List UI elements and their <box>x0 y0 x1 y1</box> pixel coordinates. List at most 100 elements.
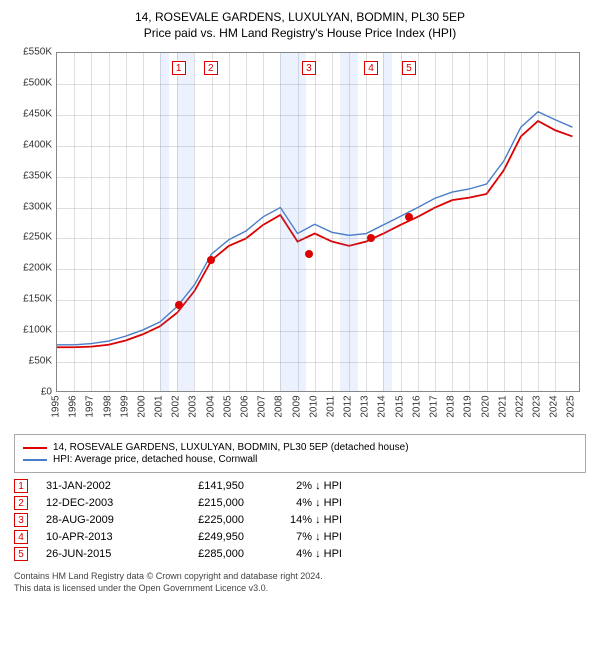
xtick-label: 2015 <box>394 395 405 417</box>
gridline-v <box>263 53 264 391</box>
xtick-label: 2008 <box>274 395 285 417</box>
footer-line-2: This data is licensed under the Open Gov… <box>14 583 586 595</box>
legend-swatch <box>23 459 47 461</box>
gridline-v <box>487 53 488 391</box>
xtick-label: 2021 <box>497 395 508 417</box>
gridline-v <box>366 53 367 391</box>
gridline-v <box>212 53 213 391</box>
xtick-label: 2000 <box>136 395 147 417</box>
legend-label: 14, ROSEVALE GARDENS, LUXULYAN, BODMIN, … <box>53 442 409 453</box>
xtick-label: 2010 <box>308 395 319 417</box>
transaction-index: 5 <box>14 547 28 561</box>
gridline-v <box>555 53 556 391</box>
gridline-v <box>452 53 453 391</box>
ytick-label: £350K <box>14 170 52 181</box>
recession-shade <box>160 53 169 391</box>
line-svg <box>57 53 579 391</box>
gridline-v <box>401 53 402 391</box>
chart-area: 12345 £0£50K£100K£150K£200K£250K£300K£35… <box>14 48 586 428</box>
transaction-price: £225,000 <box>164 514 244 526</box>
xtick-label: 1999 <box>119 395 130 417</box>
legend-row: HPI: Average price, detached house, Corn… <box>23 454 577 465</box>
gridline-v <box>109 53 110 391</box>
gridline-h <box>57 362 579 363</box>
gridline-v <box>229 53 230 391</box>
xtick-label: 2003 <box>188 395 199 417</box>
transaction-marker: 4 <box>364 61 378 75</box>
recession-shade <box>340 53 357 391</box>
xtick-label: 2013 <box>360 395 371 417</box>
transaction-date: 10-APR-2013 <box>46 531 146 543</box>
xtick-label: 2022 <box>514 395 525 417</box>
plot-area: 12345 <box>56 52 580 392</box>
gridline-v <box>246 53 247 391</box>
xtick-label: 2001 <box>154 395 165 417</box>
transaction-date: 28-AUG-2009 <box>46 514 146 526</box>
gridline-v <box>469 53 470 391</box>
transaction-row: 410-APR-2013£249,9507% ↓ HPI <box>14 530 586 544</box>
ytick-label: £550K <box>14 47 52 58</box>
recession-shade <box>280 53 306 391</box>
ytick-label: £0 <box>14 387 52 398</box>
footer-line-1: Contains HM Land Registry data © Crown c… <box>14 571 586 583</box>
legend-label: HPI: Average price, detached house, Corn… <box>53 454 257 465</box>
gridline-v <box>126 53 127 391</box>
footer-text: Contains HM Land Registry data © Crown c… <box>14 571 586 594</box>
gridline-v <box>315 53 316 391</box>
transaction-row: 131-JAN-2002£141,9502% ↓ HPI <box>14 479 586 493</box>
transaction-dot <box>305 250 313 258</box>
transaction-index: 3 <box>14 513 28 527</box>
transaction-index: 1 <box>14 479 28 493</box>
xtick-label: 1997 <box>85 395 96 417</box>
xtick-label: 2023 <box>532 395 543 417</box>
recession-shade <box>383 53 392 391</box>
xtick-label: 2009 <box>291 395 302 417</box>
transaction-date: 26-JUN-2015 <box>46 548 146 560</box>
gridline-v <box>194 53 195 391</box>
gridline-v <box>504 53 505 391</box>
transaction-dot <box>405 213 413 221</box>
transaction-diff: 7% ↓ HPI <box>262 531 342 543</box>
transaction-marker: 3 <box>302 61 316 75</box>
xtick-label: 1996 <box>68 395 79 417</box>
xtick-label: 2006 <box>239 395 250 417</box>
ytick-label: £200K <box>14 263 52 274</box>
gridline-h <box>57 300 579 301</box>
ytick-label: £100K <box>14 325 52 336</box>
transaction-table: 131-JAN-2002£141,9502% ↓ HPI212-DEC-2003… <box>14 479 586 561</box>
ytick-label: £50K <box>14 356 52 367</box>
ytick-label: £500K <box>14 77 52 88</box>
xtick-label: 2017 <box>428 395 439 417</box>
xtick-label: 2012 <box>343 395 354 417</box>
gridline-v <box>435 53 436 391</box>
xtick-label: 2025 <box>566 395 577 417</box>
transaction-dot <box>175 301 183 309</box>
ytick-label: £150K <box>14 294 52 305</box>
xtick-label: 2004 <box>205 395 216 417</box>
transaction-dot <box>367 234 375 242</box>
transaction-date: 31-JAN-2002 <box>46 480 146 492</box>
transaction-marker: 1 <box>172 61 186 75</box>
gridline-h <box>57 331 579 332</box>
transaction-price: £249,950 <box>164 531 244 543</box>
xtick-label: 1998 <box>102 395 113 417</box>
gridline-h <box>57 208 579 209</box>
gridline-h <box>57 269 579 270</box>
gridline-h <box>57 146 579 147</box>
xtick-label: 2018 <box>446 395 457 417</box>
transaction-row: 526-JUN-2015£285,0004% ↓ HPI <box>14 547 586 561</box>
xtick-label: 2002 <box>171 395 182 417</box>
xtick-label: 2024 <box>549 395 560 417</box>
transaction-price: £141,950 <box>164 480 244 492</box>
transaction-marker: 2 <box>204 61 218 75</box>
legend-row: 14, ROSEVALE GARDENS, LUXULYAN, BODMIN, … <box>23 442 577 453</box>
ytick-label: £300K <box>14 201 52 212</box>
transaction-date: 12-DEC-2003 <box>46 497 146 509</box>
gridline-v <box>521 53 522 391</box>
transaction-dot <box>207 256 215 264</box>
xtick-label: 2020 <box>480 395 491 417</box>
transaction-diff: 14% ↓ HPI <box>262 514 342 526</box>
transaction-price: £285,000 <box>164 548 244 560</box>
recession-shade <box>177 53 194 391</box>
transaction-diff: 4% ↓ HPI <box>262 497 342 509</box>
